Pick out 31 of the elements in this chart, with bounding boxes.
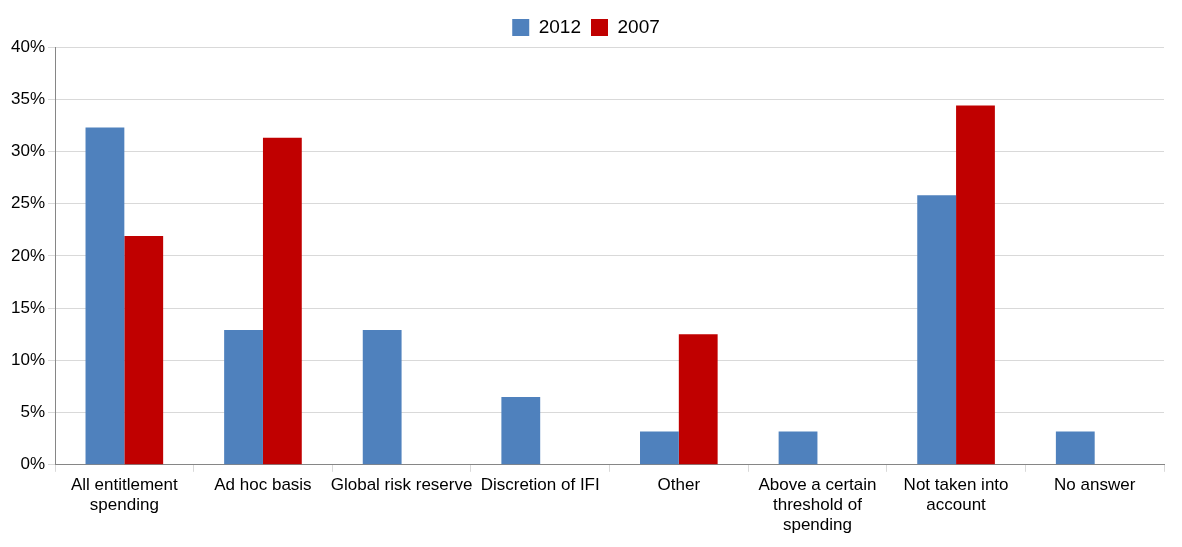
bar bbox=[85, 127, 125, 465]
y-tick-label: 10% bbox=[10, 350, 46, 370]
x-tick-label: Ad hoc basis bbox=[214, 474, 312, 494]
bar bbox=[778, 431, 818, 465]
y-tick-label: 15% bbox=[10, 297, 46, 317]
x-tick-label: Other bbox=[657, 474, 701, 494]
bar bbox=[224, 330, 263, 465]
x-tick-label: Discretion of IFI bbox=[480, 474, 600, 494]
bar bbox=[640, 431, 679, 465]
bar bbox=[124, 236, 164, 465]
y-tick-label: 20% bbox=[10, 245, 46, 265]
bar bbox=[678, 334, 718, 465]
legend-label: 2007 bbox=[617, 15, 660, 37]
bar bbox=[1055, 431, 1095, 465]
x-tick-label: All entitlement spending bbox=[70, 474, 178, 515]
bar bbox=[501, 396, 541, 465]
x-tick-label: No answer bbox=[1054, 474, 1136, 494]
x-tick-label: Global risk reserve bbox=[330, 474, 473, 494]
legend-label: 2012 bbox=[538, 15, 582, 37]
bar bbox=[262, 137, 302, 465]
y-tick-label: 30% bbox=[10, 141, 46, 161]
x-tick-label: Above a certain threshold of spending bbox=[758, 474, 877, 535]
bar bbox=[917, 195, 957, 465]
y-tick-label: 5% bbox=[20, 402, 46, 422]
y-tick-label: 35% bbox=[10, 88, 46, 108]
bar bbox=[956, 105, 995, 465]
y-tick-label: 0% bbox=[20, 454, 46, 474]
bar bbox=[362, 330, 402, 465]
x-tick-label: Not taken into account bbox=[903, 474, 1009, 515]
y-tick-label: 40% bbox=[10, 36, 46, 56]
y-tick-label: 25% bbox=[10, 193, 46, 213]
